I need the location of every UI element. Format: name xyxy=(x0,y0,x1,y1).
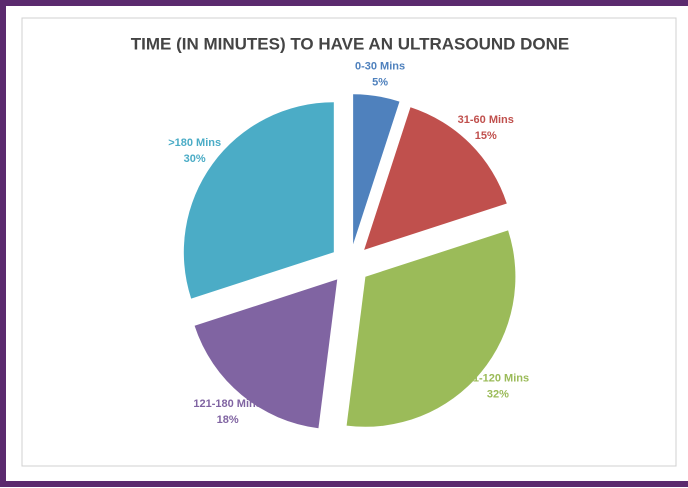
pie-slice xyxy=(364,107,507,250)
chart-title: TIME (IN MINUTES) TO HAVE AN ULTRASOUND … xyxy=(131,34,570,53)
slice-label: 61-120 Mins xyxy=(467,372,529,384)
slice-value-label: 15% xyxy=(475,130,497,142)
slice-value-label: 32% xyxy=(487,388,509,400)
slice-value-label: 5% xyxy=(372,76,388,88)
pie-slice xyxy=(194,279,338,429)
slice-label: 121-180 Mins xyxy=(193,398,261,410)
slice-value-label: 18% xyxy=(217,414,239,426)
slice-label: 0-30 Mins xyxy=(355,60,405,72)
pie-slice xyxy=(353,94,400,245)
chart-area xyxy=(21,17,677,467)
pie-slice xyxy=(183,102,334,299)
slice-label: 31-60 Mins xyxy=(458,114,514,126)
slice-value-label: 30% xyxy=(184,153,206,165)
pie-slice xyxy=(346,230,516,427)
slice-label: >180 Mins xyxy=(168,137,221,149)
